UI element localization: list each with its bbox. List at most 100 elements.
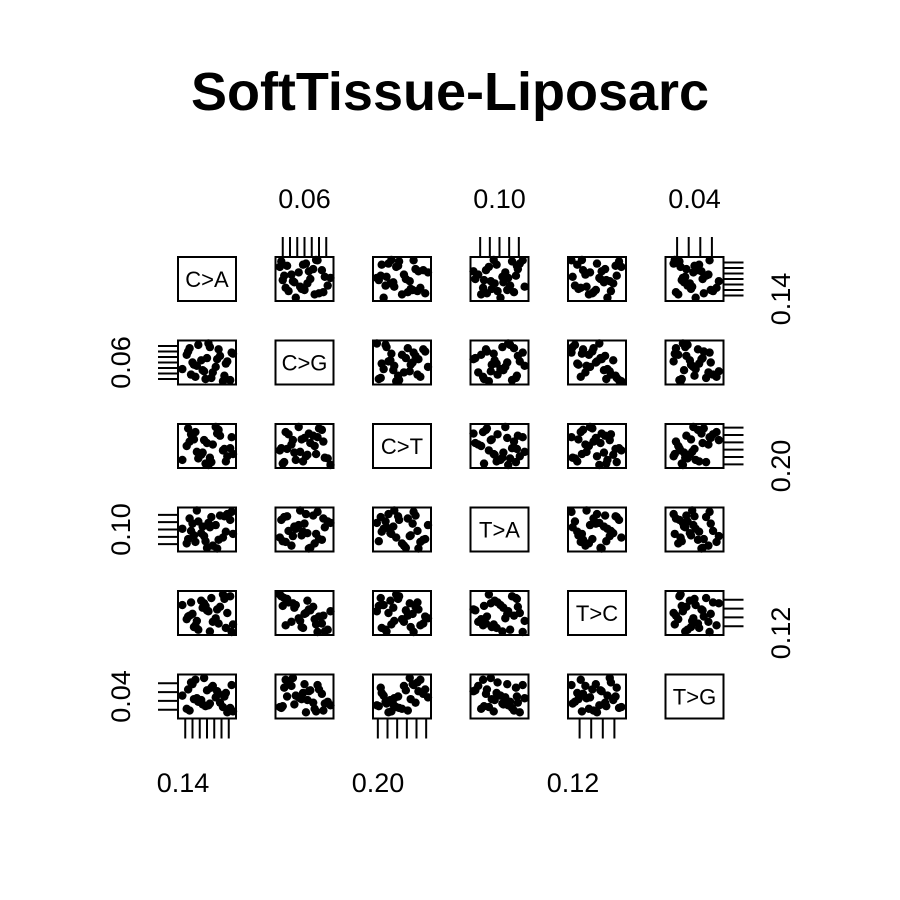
point-c-to-g-vs-c-to-t-23 [405, 367, 414, 376]
point-t-to-c-vs-c-to-t-15 [386, 596, 395, 605]
point-c-to-t-vs-c-to-g-27 [311, 449, 321, 459]
point-t-to-a-vs-c-to-a-6 [186, 526, 196, 536]
diagonal-label-c-to-a: C>A [185, 267, 229, 292]
point-c-to-a-vs-t-to-g-25 [697, 267, 706, 276]
point-c-to-g-vs-c-to-t-16 [372, 339, 382, 348]
point-c-to-a-vs-t-to-a-29 [479, 275, 489, 285]
point-t-to-g-vs-t-to-a-22 [520, 694, 529, 703]
point-c-to-a-vs-c-to-g-25 [304, 267, 314, 276]
point-t-to-a-vs-t-to-g-26 [690, 512, 699, 521]
point-c-to-t-vs-c-to-g-26 [282, 444, 292, 454]
point-c-to-t-vs-t-to-c-17 [581, 440, 590, 449]
point-c-to-t-vs-t-to-c-24 [568, 453, 577, 462]
point-c-to-t-vs-t-to-g-14 [712, 427, 721, 437]
point-c-to-t-vs-t-to-g-13 [671, 437, 681, 446]
point-t-to-g-vs-t-to-c-29 [602, 701, 611, 711]
point-c-to-a-vs-t-to-a-10 [484, 262, 494, 272]
point-t-to-a-vs-t-to-c-12 [603, 524, 612, 533]
top-tick-label-t-to-g: 0.04 [668, 184, 721, 214]
point-t-to-g-vs-t-to-c-20 [614, 703, 624, 713]
point-c-to-a-vs-c-to-t-17 [399, 270, 409, 279]
point-t-to-c-vs-c-to-t-21 [421, 612, 430, 621]
point-t-to-g-vs-c-to-t-28 [408, 679, 417, 689]
bottom-tick-label-c-to-a: 0.14 [157, 768, 210, 798]
point-t-to-a-vs-c-to-t-23 [405, 531, 414, 541]
point-c-to-a-vs-t-to-g-9 [689, 268, 698, 277]
point-t-to-c-vs-c-to-g-23 [288, 599, 298, 608]
point-c-to-a-vs-c-to-g-27 [311, 255, 321, 265]
point-c-to-g-vs-t-to-a-22 [520, 361, 529, 370]
point-t-to-a-vs-t-to-g-15 [685, 528, 695, 538]
point-t-to-g-vs-c-to-t-20 [394, 703, 404, 713]
point-t-to-g-vs-c-to-t-14 [416, 675, 425, 684]
point-t-to-a-vs-t-to-c-21 [588, 534, 597, 544]
point-c-to-g-vs-c-to-t-21 [421, 347, 430, 356]
point-t-to-c-vs-t-to-g-14 [712, 621, 721, 630]
point-c-to-g-vs-t-to-a-21 [482, 347, 492, 356]
point-t-to-c-vs-t-to-a-22 [520, 616, 529, 626]
point-t-to-a-vs-c-to-g-13 [319, 514, 328, 523]
point-c-to-t-vs-c-to-g-28 [300, 433, 309, 443]
point-c-to-a-vs-t-to-c-5 [592, 259, 602, 268]
point-t-to-a-vs-t-to-g-24 [681, 523, 690, 532]
point-c-to-t-vs-c-to-g-19 [298, 457, 308, 466]
point-c-to-g-vs-c-to-a-23 [199, 367, 209, 376]
point-c-to-g-vs-c-to-t-29 [374, 374, 383, 384]
point-t-to-g-vs-c-to-a-28 [188, 679, 197, 689]
point-c-to-g-vs-c-to-a-4 [214, 345, 223, 354]
point-t-to-g-vs-t-to-c-13 [589, 706, 598, 715]
point-c-to-a-vs-t-to-c-17 [581, 270, 590, 279]
point-t-to-g-vs-c-to-g-28 [300, 679, 309, 689]
point-c-to-t-vs-t-to-a-17 [474, 440, 483, 449]
top-tick-label-c-to-g: 0.06 [278, 184, 331, 214]
point-c-to-g-vs-c-to-a-26 [220, 371, 229, 380]
point-t-to-c-vs-t-to-g-26 [690, 594, 699, 604]
point-t-to-a-vs-c-to-t-2 [389, 522, 398, 531]
point-t-to-a-vs-t-to-c-26 [611, 512, 620, 521]
point-t-to-a-vs-c-to-a-28 [188, 519, 197, 528]
point-t-to-a-vs-c-to-g-29 [278, 537, 287, 546]
point-t-to-g-vs-c-to-g-22 [295, 694, 305, 703]
point-c-to-a-vs-c-to-g-9 [294, 268, 303, 277]
point-t-to-a-vs-t-to-g-17 [704, 541, 713, 550]
point-c-to-a-vs-t-to-c-3 [612, 271, 621, 280]
point-c-to-t-vs-c-to-a-11 [227, 433, 236, 442]
point-c-to-a-vs-t-to-a-26 [512, 261, 522, 270]
point-t-to-c-vs-t-to-a-11 [518, 627, 527, 637]
point-t-to-g-vs-c-to-a-22 [192, 694, 202, 703]
point-t-to-g-vs-t-to-c-25 [597, 687, 606, 696]
point-c-to-t-vs-c-to-g-24 [320, 453, 329, 462]
point-t-to-g-vs-t-to-a-21 [482, 685, 492, 694]
point-t-to-c-vs-t-to-a-29 [479, 601, 489, 611]
point-c-to-t-vs-t-to-c-25 [597, 429, 606, 438]
point-t-to-c-vs-c-to-t-5 [384, 608, 393, 618]
point-c-to-t-vs-c-to-g-12 [291, 455, 300, 465]
point-t-to-a-vs-c-to-a-29 [201, 537, 210, 546]
point-c-to-g-vs-t-to-c-28 [591, 358, 601, 367]
point-t-to-g-vs-t-to-a-3 [511, 683, 521, 692]
point-t-to-g-vs-t-to-a-19 [492, 688, 501, 698]
point-t-to-a-vs-c-to-g-17 [287, 541, 296, 550]
point-t-to-a-vs-c-to-g-22 [295, 506, 305, 515]
point-t-to-a-vs-t-to-g-25 [697, 544, 706, 553]
point-t-to-c-vs-t-to-g-13 [671, 611, 681, 620]
point-t-to-g-vs-c-to-a-11 [227, 680, 236, 690]
point-t-to-a-vs-t-to-c-18 [600, 511, 610, 520]
point-c-to-t-vs-t-to-a-23 [486, 435, 495, 445]
point-t-to-c-vs-c-to-g-11 [313, 627, 322, 637]
point-t-to-a-vs-c-to-a-14 [191, 537, 200, 547]
point-c-to-g-vs-t-to-g-5 [669, 357, 678, 366]
point-t-to-a-vs-t-to-g-23 [714, 531, 724, 541]
point-t-to-c-vs-t-to-a-25 [469, 605, 478, 614]
point-c-to-t-vs-t-to-a-9 [501, 422, 510, 432]
point-t-to-a-vs-c-to-t-9 [423, 520, 433, 530]
point-c-to-g-vs-c-to-t-9 [423, 362, 433, 372]
point-c-to-g-vs-t-to-g-27 [670, 349, 679, 358]
point-t-to-a-vs-c-to-t-29 [374, 537, 383, 546]
point-c-to-a-vs-c-to-g-19 [298, 260, 308, 269]
point-t-to-a-vs-t-to-g-6 [708, 526, 718, 536]
point-c-to-t-vs-t-to-c-16 [595, 460, 604, 470]
point-t-to-a-vs-c-to-a-25 [212, 544, 222, 553]
panel-frame-t-to-c-vs-t-to-c [567, 590, 627, 636]
